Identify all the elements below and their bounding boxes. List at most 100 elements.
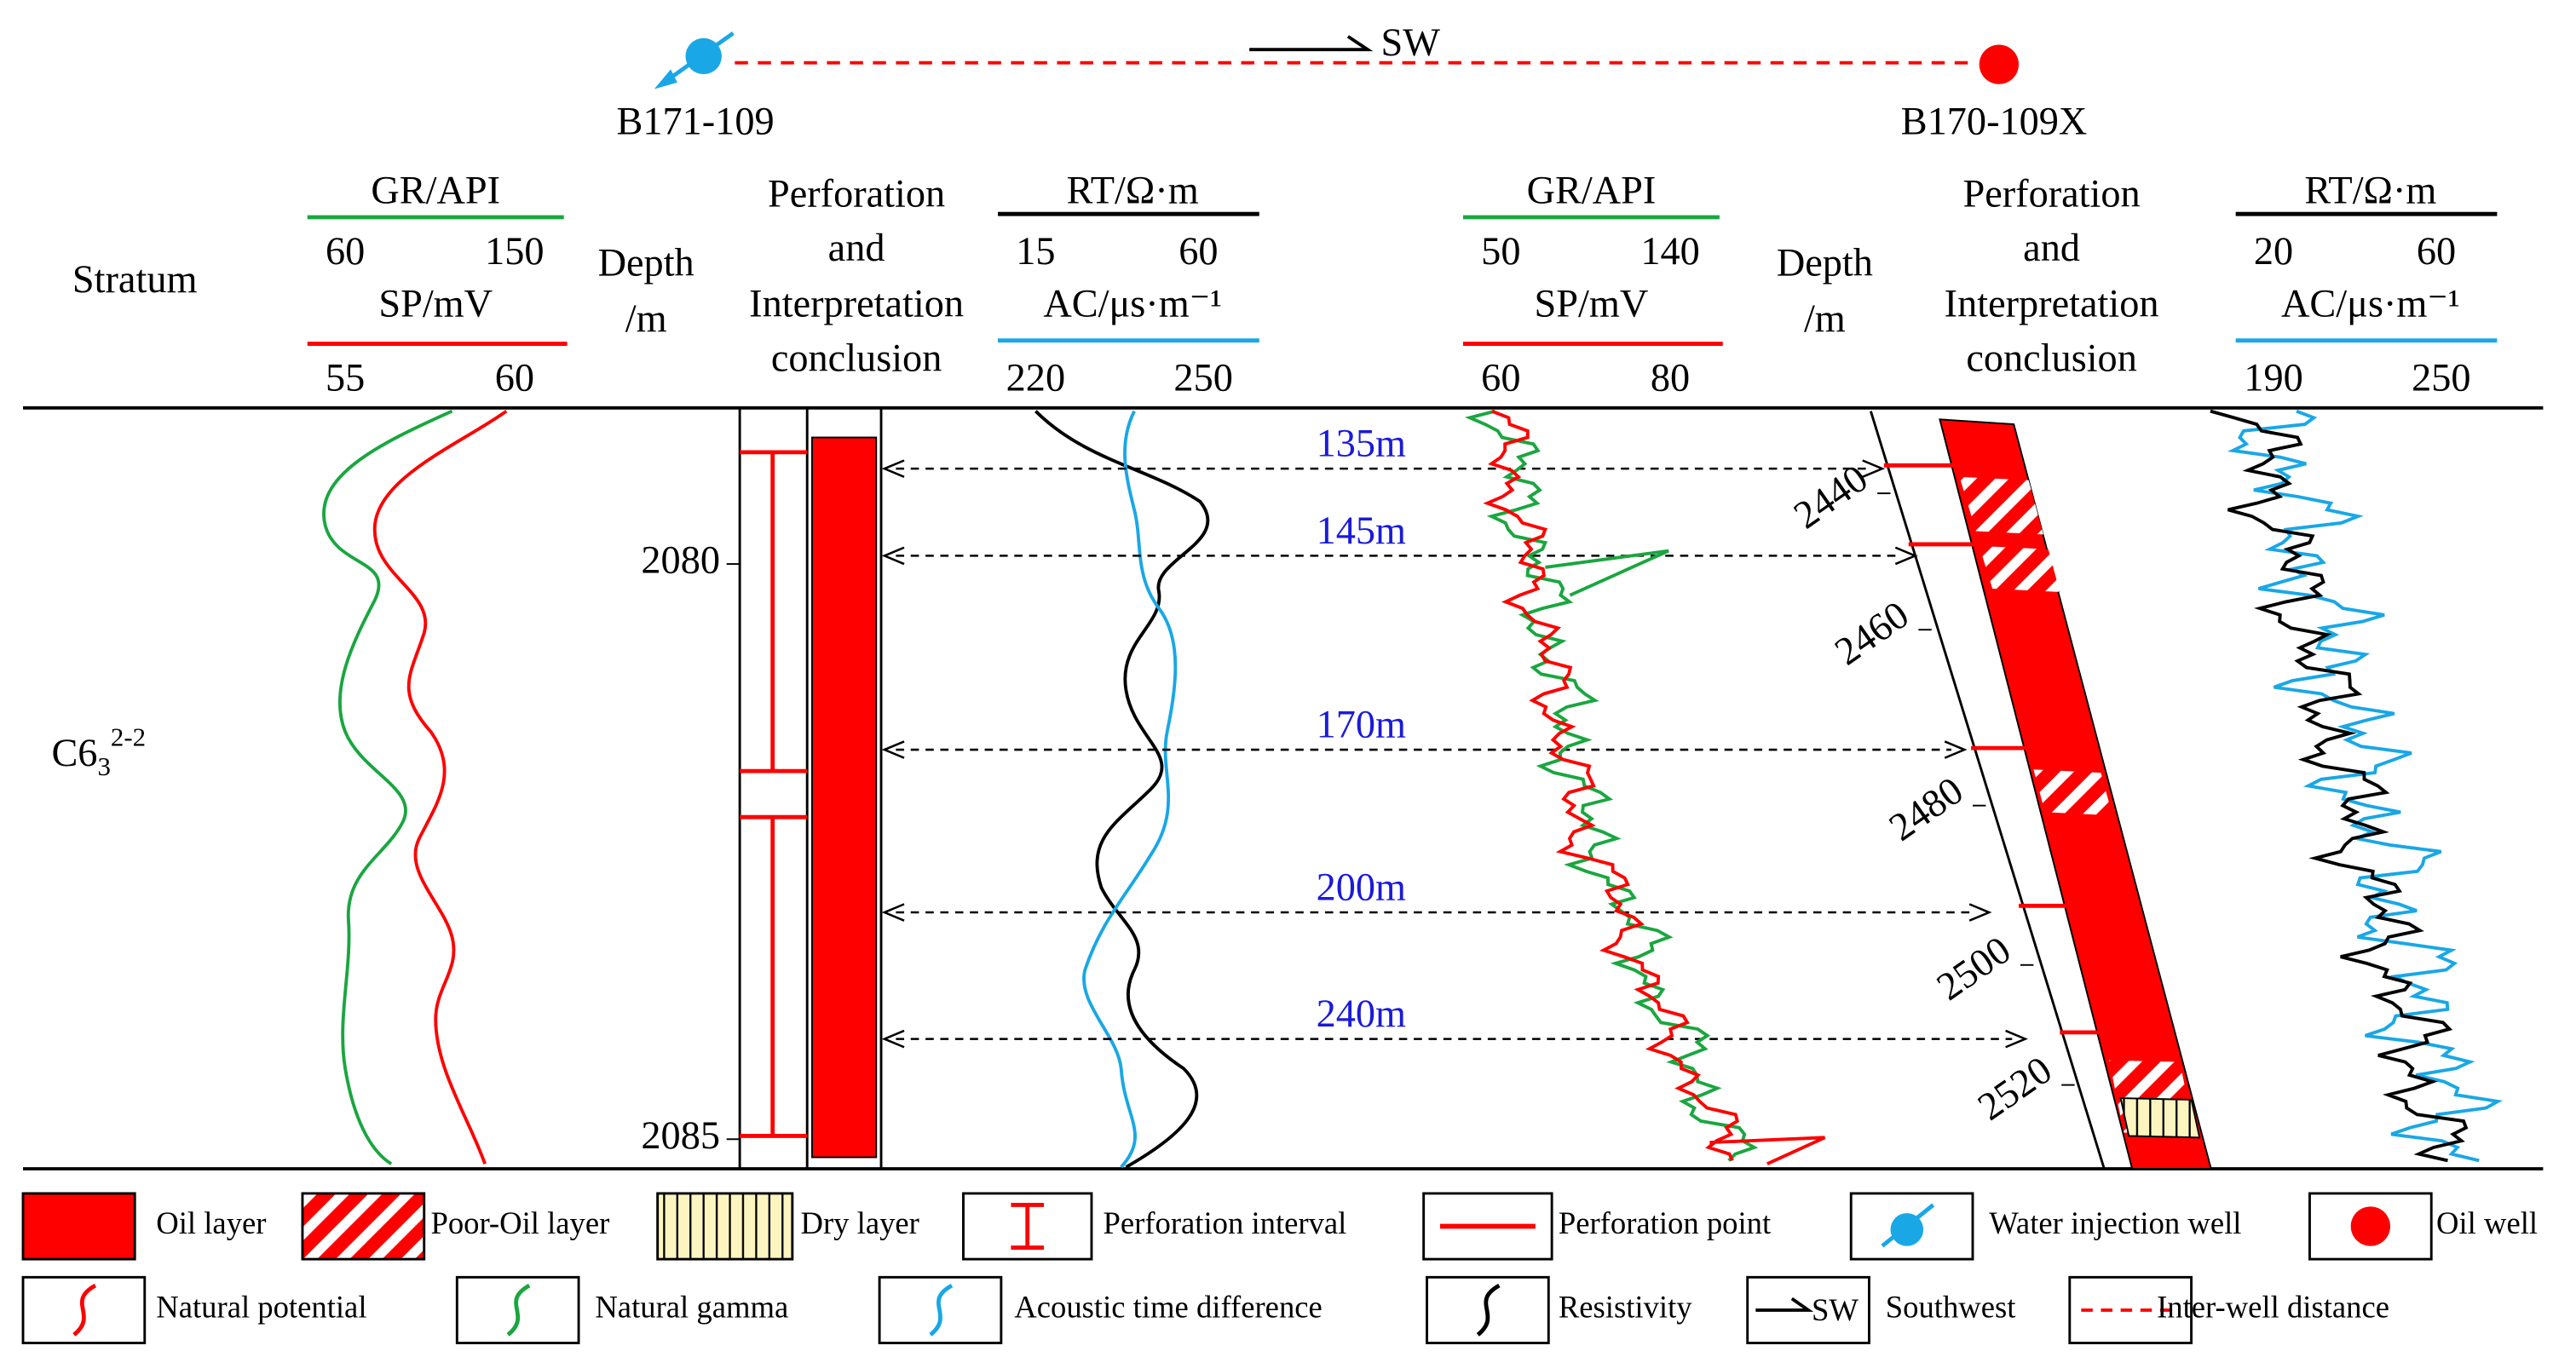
header-text: 60 xyxy=(495,357,534,400)
header-text: AC/μs·m⁻¹ xyxy=(1043,283,1222,326)
header-text: 80 xyxy=(1651,357,1690,400)
distances: 135m 145m 170m 200m 240m xyxy=(881,423,2028,1049)
header-text: /m xyxy=(1804,297,1846,341)
header-text: SP/mV xyxy=(378,283,493,326)
depth-label: 2085 xyxy=(641,1114,720,1158)
header-text: 15 xyxy=(1016,230,1055,273)
distance-label: 200m xyxy=(1317,866,1406,910)
header-text: GR/API xyxy=(1527,170,1657,213)
legend: Oil layer Poor-Oil layer Dry layer Perforat… xyxy=(21,1192,2538,1344)
arrow-head xyxy=(1894,546,1918,566)
header-text: 20 xyxy=(2254,230,2293,273)
poor-oil xyxy=(1959,476,2043,535)
header-text: 250 xyxy=(2412,357,2470,400)
oil-well xyxy=(1979,44,2020,84)
header-text: AC/μs·m⁻¹ xyxy=(2281,283,2460,326)
log-curve xyxy=(2227,409,2503,1163)
header-text: Depth xyxy=(1777,242,1873,285)
arrow-head xyxy=(881,1029,905,1049)
distance-label: 145m xyxy=(1317,509,1406,553)
header-text: 250 xyxy=(1173,357,1232,400)
distance-label: 170m xyxy=(1317,704,1406,747)
legend-label: Poor-Oil layer xyxy=(430,1205,609,1240)
well-name: B170-109X xyxy=(1901,101,2088,144)
sw-arrow xyxy=(1249,35,1374,52)
header-text: Interpretation xyxy=(1945,283,2159,326)
well-name: B171-109 xyxy=(616,101,774,144)
direction: SW xyxy=(1381,21,1441,65)
distance-label: 135m xyxy=(1317,423,1406,466)
depth-label: 2500 xyxy=(1929,929,2019,1009)
arrow-head xyxy=(881,546,905,566)
legend-label: Resistivity xyxy=(1559,1289,1692,1324)
legend-label: Water injection well xyxy=(1989,1205,2241,1240)
legend-sw: SW xyxy=(1812,1292,1859,1327)
header-text: 60 xyxy=(1179,230,1218,273)
dry-layer xyxy=(2119,1097,2201,1139)
perforation-point xyxy=(1883,463,2112,1035)
legend-label: Perforation point xyxy=(1559,1205,1771,1240)
right-curves xyxy=(1464,409,2503,1165)
arrow-head xyxy=(2005,1029,2028,1049)
header-text: 150 xyxy=(485,230,544,273)
header-text: 190 xyxy=(2244,357,2302,400)
depth-label: 2080 xyxy=(641,539,720,583)
header-text: SP/mV xyxy=(1535,283,1649,326)
log-curve xyxy=(2210,409,2469,1163)
arrow-head xyxy=(1862,459,1886,478)
header-text: and xyxy=(2023,227,2080,270)
depth-label: 2520 xyxy=(1970,1049,2060,1130)
header-text: 60 xyxy=(1481,357,1520,400)
header-text: /m xyxy=(625,297,667,341)
arrow-head xyxy=(881,903,905,922)
legend-label: Oil well xyxy=(2436,1205,2538,1240)
header-text: 220 xyxy=(1006,357,1065,400)
header-text: 140 xyxy=(1640,230,1699,273)
legend-label: Acoustic time difference xyxy=(1014,1289,1323,1324)
header-text: RT/Ω·m xyxy=(1067,170,1199,213)
header-text: 60 xyxy=(326,230,365,273)
ac-curve xyxy=(1082,410,1178,1169)
poor-oil xyxy=(2033,769,2112,816)
header-text: Perforation xyxy=(768,172,945,216)
log-curve xyxy=(1545,549,1669,597)
header-text: conclusion xyxy=(771,336,942,380)
log-curve xyxy=(1709,1136,1826,1165)
header-text: Depth xyxy=(598,242,694,285)
legend-label: Natural potential xyxy=(156,1289,366,1324)
arrow-head xyxy=(654,69,677,89)
legend-label: Natural gamma xyxy=(595,1289,788,1324)
oil-layer xyxy=(811,436,878,1159)
perforation-interval xyxy=(740,450,808,1138)
depth-label: 2480 xyxy=(1882,769,1971,850)
arrow-head xyxy=(881,740,905,759)
rt-curve xyxy=(1034,410,1210,1169)
header-text: 60 xyxy=(2417,230,2456,273)
header-text: and xyxy=(828,227,885,270)
sp-curve xyxy=(372,410,508,1165)
poor-oil xyxy=(1979,545,2060,592)
water-arrow xyxy=(662,31,735,84)
header-text: Perforation xyxy=(1962,172,2140,216)
header-text: Interpretation xyxy=(749,283,964,326)
stratum-label: C632-2 xyxy=(51,723,146,782)
arrow-head xyxy=(1944,740,1968,759)
log-curve xyxy=(1464,409,1759,1162)
track-line xyxy=(1870,411,2106,1170)
gr-curve xyxy=(322,409,453,1165)
legend-label: Southwest xyxy=(1886,1289,2016,1324)
legend-label: Inter-well distance xyxy=(2157,1289,2389,1324)
header-text: GR/API xyxy=(371,170,500,213)
legend-label: Perforation interval xyxy=(1103,1205,1346,1240)
distance-label: 240m xyxy=(1317,992,1406,1036)
legend-label: Dry layer xyxy=(801,1205,919,1240)
header: Stratum xyxy=(72,258,198,302)
legend-label: Oil layer xyxy=(156,1205,266,1240)
header-text: conclusion xyxy=(1966,336,2137,380)
header-text: 55 xyxy=(326,357,365,400)
arrow-head xyxy=(1968,903,1992,922)
arrow-head xyxy=(881,459,905,478)
